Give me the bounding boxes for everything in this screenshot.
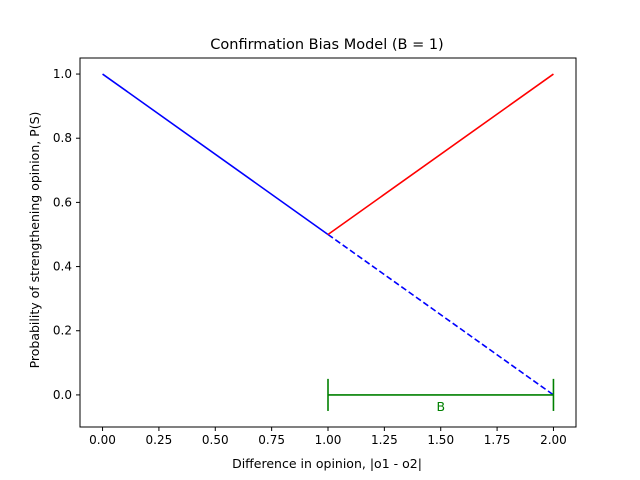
y-tick-label: 0.6 — [53, 195, 72, 209]
y-tick-label: 0.8 — [53, 131, 72, 145]
y-tick-label: 0.4 — [53, 260, 72, 274]
x-tick-label: 1.00 — [315, 433, 342, 447]
y-tick-label: 0.2 — [53, 324, 72, 338]
plot-area: B 0.00 0.25 0.50 0.75 1.00 1.25 1.50 1.75 2.00 0.0… — [53, 57, 577, 447]
x-tick-label: 1.75 — [484, 433, 511, 447]
series-line-2 — [327, 73, 554, 236]
x-tick-label: 1.50 — [427, 433, 454, 447]
chart-title: Confirmation Bias Model (B = 1) — [210, 37, 443, 53]
y-axis-label: Probability of strengthening opinion, P(… — [27, 112, 42, 369]
y-tick-label: 1.0 — [53, 67, 72, 81]
series-line-0 — [102, 73, 329, 236]
x-tick-label: 2.00 — [540, 433, 567, 447]
x-tick-label: 0.50 — [202, 433, 229, 447]
x-tick-label: 0.00 — [89, 433, 116, 447]
x-tick-label: 0.75 — [258, 433, 285, 447]
x-tick-label: 1.25 — [371, 433, 398, 447]
interval-label: B — [436, 399, 445, 414]
x-tick-label: 0.25 — [146, 433, 173, 447]
x-axis-label: Difference in opinion, |o1 - o2| — [232, 456, 422, 471]
series-line-1 — [327, 233, 554, 396]
y-tick-label: 0.0 — [53, 388, 72, 402]
